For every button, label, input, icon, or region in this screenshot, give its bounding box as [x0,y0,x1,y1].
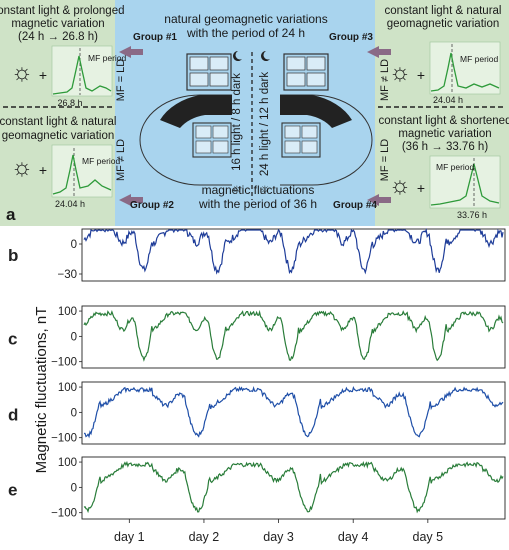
light-regime-16-8: 16 h light / 8 h dark [231,73,243,171]
x-tick-label: day 3 [263,530,294,544]
panel-d-frame [81,381,506,445]
g1-title-3: (24 h → 26.8 h) [18,31,98,43]
plus-g4: + [417,180,425,196]
shared-y-axis-label: Magnetic fluctuations, nT [33,307,50,474]
panel-label-c: c [8,329,17,348]
plus-g2: + [39,162,47,178]
chamber-left [139,94,232,186]
sun-icon-g2: ☼ [11,154,33,181]
g4-title-1: constant light & shortened [379,115,509,127]
panel-c-series-line [83,309,504,362]
light-regime-24-12: 24 h light / 12 h dark [259,72,271,176]
g1-mf-relation: MF = LD [115,59,127,102]
g4-period-label: MF period [436,162,475,172]
cage-top-left [186,53,232,91]
g2-group-label: Group #2 [130,200,174,211]
panel-b-ytick-label: 0 [71,239,77,251]
panel-label-a: a [6,205,16,224]
g4-title-3: (36 h → 33.76 h) [402,141,488,153]
sun-icon-g1: ☼ [11,59,33,86]
panel-label-d: d [8,405,18,424]
g4-period-value: 33.76 h [457,210,487,220]
cage-top-right [283,53,329,91]
center-top-title-1: natural geomagnetic variations [164,12,327,26]
moon-icon [233,51,242,62]
g2-period-value: 24.04 h [55,199,85,209]
g3-period-label: MF period [460,54,499,64]
panel-e-frame [81,456,506,520]
g3-title-2: geomagnetic variation [387,18,500,30]
x-tick-label: day 5 [413,530,444,544]
g2-title-1: constant light & natural [0,116,117,128]
panel-c-ytick-label: −100 [51,357,77,369]
panel-e-series-line [83,460,504,514]
panel-e-ytick-label: 0 [71,482,77,494]
time-series-charts: b 0 −30 c 100 0 −100 d 100 0 −100 e 100 0 −100 day 1 day… [8,228,506,544]
g2-spectrum-plot [51,144,113,198]
panel-d-ytick-label: 0 [71,407,77,419]
g1-title-2: magnetic variation [11,18,104,30]
panel-label-e: e [8,480,17,499]
g3-arrow-icon [367,46,391,58]
x-tick-label: day 4 [338,530,369,544]
g1-arrow-icon [119,46,143,58]
x-tick-label: day 2 [189,530,220,544]
g3-mf-relation: MF ≠ LD [379,59,391,101]
sun-icon-small: ☼ [232,181,243,195]
g3-title-1: constant light & natural [385,5,502,17]
panel-label-b: b [8,246,18,265]
panel-b-series-line [83,228,504,275]
sun-icon-g4: ☼ [389,172,411,199]
center-top-title-2: with the period of 24 h [186,26,305,40]
g1-spectrum-plot [51,45,113,97]
moon-icon-2 [260,51,270,62]
g2-period-label: MF period [82,156,121,166]
panel-e-ytick-label: −100 [51,508,77,520]
panel-c-ytick-label: 0 [71,331,77,343]
panel-d-series-line [83,385,504,439]
g4-group-label: Group #4 [333,200,377,211]
g1-period-label: MF period [88,53,127,63]
plus-g3: + [417,67,425,83]
g1-title-1: constant light & prolonged [0,5,124,17]
panel-e-ytick-label: 100 [58,457,77,469]
center-bottom-title-1: magnetic fluctuations [202,183,315,197]
g2-title-2: geomagnetic variation [2,130,115,142]
panel-c-frame [81,305,506,369]
panel-d-ytick-label: −100 [51,433,77,445]
plus-g1: + [39,67,47,83]
panel-a: natural geomagnetic variations with the … [0,0,509,226]
g2-arrow-icon [119,194,143,206]
g4-arrow-icon [367,194,391,206]
g4-title-2: magnetic variation [398,128,491,140]
x-tick-label: day 1 [114,530,145,544]
sun-icon-small-2: ☼ [260,181,271,195]
g3-spectrum-plot [429,41,501,95]
g3-period-value: 24.04 h [433,95,463,105]
g3-group-label: Group #3 [329,32,373,43]
g1-period-value: 26.8 h [57,98,82,108]
g4-mf-relation: MF = LD [379,139,391,182]
g4-spectrum-plot [429,155,501,209]
panel-b-ytick-label: −30 [57,269,77,281]
chamber-right [280,94,373,186]
center-bottom-title-2: with the period of 36 h [198,197,317,211]
panel-d-ytick-label: 100 [58,382,77,394]
panel-c-ytick-label: 100 [58,306,77,318]
panel-b-frame [81,228,506,282]
sun-icon-g3: ☼ [389,59,411,86]
g1-group-label: Group #1 [133,32,177,43]
g2-mf-relation: MF ≠ LD [115,139,127,181]
